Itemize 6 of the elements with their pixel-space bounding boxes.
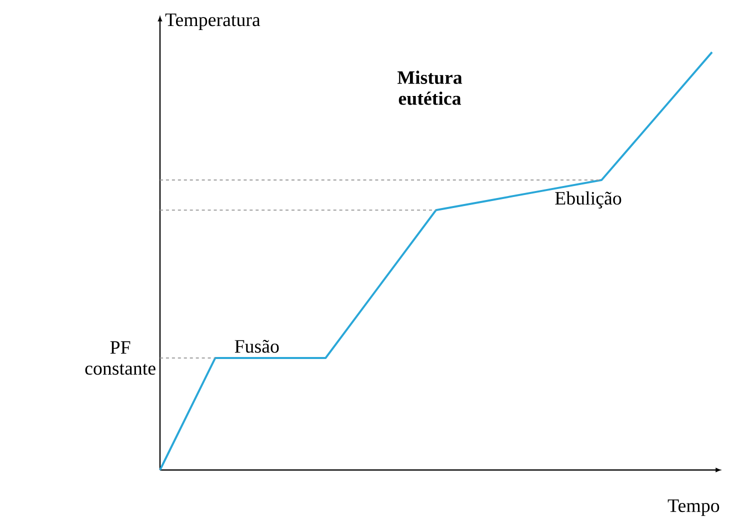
annotation: Mistura eutética	[397, 70, 462, 105]
x-axis-title: Tempo	[668, 499, 720, 516]
y-axis-title: Temperatura	[165, 14, 260, 30]
ref-line-label: PF constante	[85, 341, 156, 375]
annotation: Ebulição	[555, 191, 622, 209]
annotation: Fusão	[234, 340, 279, 353]
